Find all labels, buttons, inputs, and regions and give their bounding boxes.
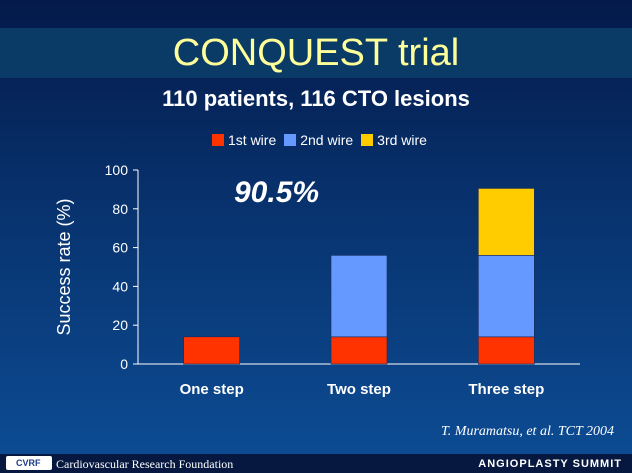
chart-legend: 1st wire 2nd wire 3rd wire [212,131,427,149]
y-tick-label: 0 [120,356,128,372]
y-tick-label: 40 [112,278,128,294]
x-tick-label: One step [180,381,244,398]
x-tick-label: Three step [468,381,544,398]
legend-label-second-wire: 2nd wire [300,132,354,148]
y-tick-label: 60 [112,240,128,256]
y-tick-label: 20 [112,317,128,333]
legend-swatch-second-wire [284,134,297,146]
title-band [0,28,632,78]
slide-title: CONQUEST trial [172,32,460,74]
bar-segment [330,336,388,365]
cvrf-logo [6,456,52,470]
y-tick-label: 100 [105,162,129,178]
x-tick-label: Two step [327,381,391,398]
legend-swatch-first-wire [212,134,224,146]
legend-item-third-wire: 3rd wire [361,132,427,148]
bar-segment [478,336,535,365]
footer-organization: Cardiovascular Research Foundation [56,457,234,471]
footer-bar [0,454,632,473]
bar-segment [330,255,388,338]
cvrf-logo-text: CVRF [16,458,41,468]
footer-event: ANGIOPLASTY SUMMIT [478,458,622,470]
bar-segment [478,188,535,256]
legend-label-third-wire: 3rd wire [377,132,427,148]
y-axis-title: Success rate (%) [54,198,74,335]
legend-label-first-wire: 1st wire [228,132,277,148]
bar-segment [478,255,535,338]
legend-item-first-wire: 1st wire [212,132,276,148]
legend-swatch-third-wire [361,134,374,146]
legend-item-second-wire: 2nd wire [284,132,353,148]
citation: T. Muramatsu, et al. TCT 2004 [441,424,614,439]
slide-subtitle: 110 patients, 116 CTO lesions [162,86,470,111]
y-tick-label: 80 [112,201,128,217]
bar-segment [183,336,240,365]
success-rate-highlight: 90.5% [234,176,320,209]
